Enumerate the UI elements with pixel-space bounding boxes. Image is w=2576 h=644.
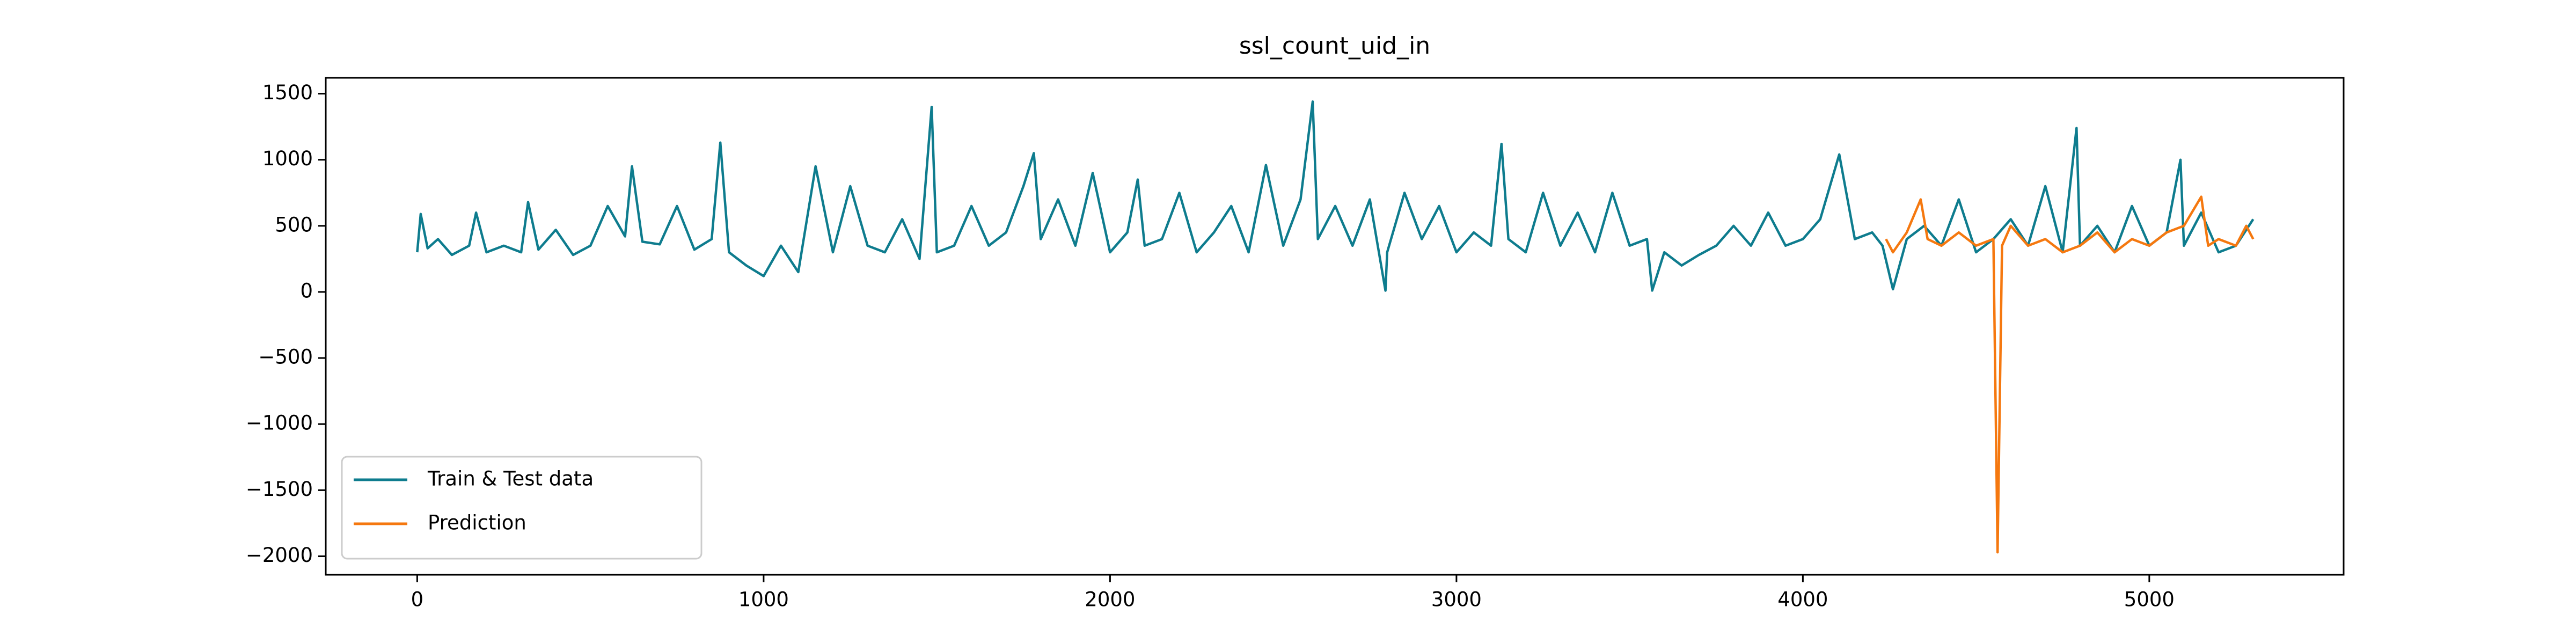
y-tick-label: −500 [258, 346, 313, 369]
y-tick-label: −2000 [246, 544, 313, 567]
x-tick-label: 2000 [1085, 588, 1135, 611]
legend-box [341, 456, 702, 560]
x-tick-label: 3000 [1431, 588, 1482, 611]
y-tick-label: −1500 [246, 478, 313, 501]
y-tick-label: −1000 [246, 412, 313, 435]
x-tick-label: 0 [411, 588, 424, 611]
series-line [1885, 195, 2255, 554]
y-tick-label: 1500 [262, 81, 313, 104]
series-line [416, 100, 2255, 292]
x-tick-label: 1000 [738, 588, 789, 611]
x-tick-label: 5000 [2124, 588, 2175, 611]
legend-label: Train & Test data [427, 467, 594, 491]
legend-label: Prediction [428, 511, 526, 535]
y-tick-label: 1000 [262, 147, 313, 170]
y-tick-label: 500 [275, 213, 313, 236]
x-tick-label: 4000 [1777, 588, 1828, 611]
plot-frame [325, 77, 2345, 576]
chart-title: ssl_count_uid_in [1239, 32, 1430, 60]
y-tick-label: 0 [300, 279, 313, 302]
